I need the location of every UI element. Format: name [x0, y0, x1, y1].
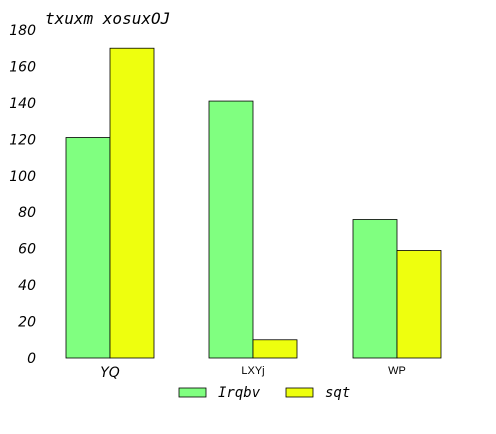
- y-tick-label: 120: [9, 132, 36, 148]
- y-tick-label: 160: [9, 59, 36, 75]
- bar-sqt-LXYj: [252, 339, 298, 359]
- y-axis: 0 20 40 60 80 100 120 140 160 180: [9, 23, 36, 367]
- y-tick-label: 40: [18, 278, 36, 294]
- y-tick-label: 80: [18, 205, 36, 221]
- bar-sqt-WP: [396, 250, 442, 359]
- bar-Irqbv-LXYj: [208, 100, 254, 359]
- bar-Irqbv-WP: [352, 219, 398, 359]
- y-tick-label: 100: [9, 169, 36, 185]
- y-tick-label: 0: [27, 351, 36, 367]
- legend: Irqbv sqt: [178, 385, 350, 401]
- y-tick-label: 140: [9, 96, 36, 112]
- bars: [65, 47, 442, 359]
- bar-Irqbv-YQ: [65, 137, 111, 359]
- y-tick-label: 180: [9, 23, 36, 39]
- x-axis: YQ LXYj WP: [100, 365, 406, 381]
- x-tick-label: LXYj: [241, 365, 264, 377]
- legend-label-Irqbv: Irqbv: [218, 385, 261, 401]
- y-tick-label: 20: [18, 315, 36, 331]
- chart-title: txuxm xosuxOJ: [45, 9, 170, 28]
- x-tick-label: YQ: [100, 365, 120, 381]
- legend-swatch-sqt: [285, 387, 314, 398]
- legend-swatch-Irqbv: [178, 387, 207, 398]
- legend-label-sqt: sqt: [325, 385, 350, 401]
- y-tick-label: 60: [18, 242, 36, 258]
- x-tick-label: WP: [388, 365, 406, 377]
- bar-sqt-YQ: [109, 47, 155, 359]
